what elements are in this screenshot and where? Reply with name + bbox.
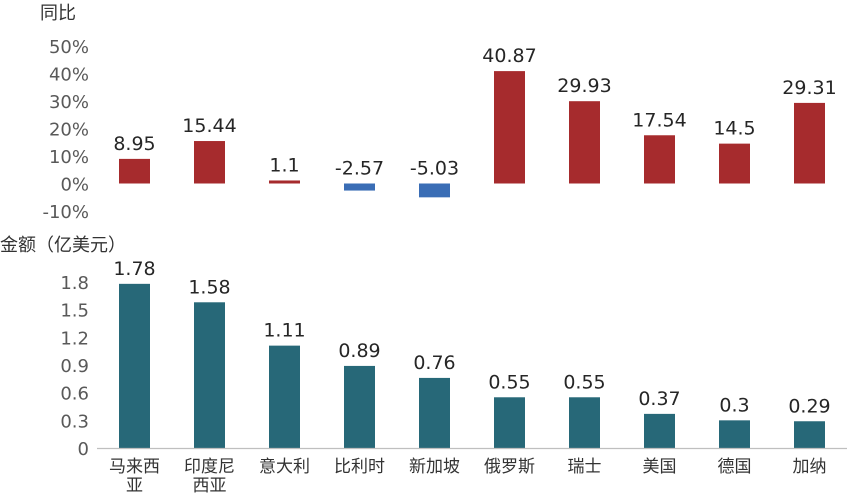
bottom-y-tick-label: 1.5 <box>60 301 89 322</box>
bottom-value-label: 0.89 <box>338 340 380 362</box>
x-category-label-line: 比利时 <box>334 457 385 477</box>
top-bar <box>119 158 150 184</box>
top-value-label: 15.44 <box>182 115 236 137</box>
top-bar <box>794 102 825 184</box>
top-value-label: 29.31 <box>782 77 836 99</box>
top-y-tick-label: 30% <box>49 92 89 113</box>
bottom-value-label: 0.55 <box>563 371 605 393</box>
bottom-bar <box>269 345 300 448</box>
x-category-label-line: 西亚 <box>193 476 227 493</box>
top-y-tick-label: 20% <box>49 120 89 141</box>
x-category-label: 瑞士 <box>568 457 602 477</box>
bottom-bar <box>794 421 825 448</box>
top-bar <box>494 71 525 184</box>
x-category-label-line: 加纳 <box>793 457 827 477</box>
top-value-label: -2.57 <box>335 158 384 180</box>
bottom-value-label: 0.3 <box>719 394 749 416</box>
x-category-label-line: 德国 <box>718 457 752 477</box>
top-y-tick-label: 40% <box>49 65 89 86</box>
top-value-label: 1.1 <box>269 154 299 176</box>
bottom-value-label: 1.58 <box>188 276 230 298</box>
top-bar <box>719 143 750 184</box>
x-category-label: 比利时 <box>334 457 385 477</box>
top-y-tick-label: 50% <box>49 37 89 58</box>
x-category-label-line: 俄罗斯 <box>484 457 535 477</box>
top-bars <box>119 71 825 198</box>
top-bar <box>194 141 225 184</box>
top-y-tick-label: -10% <box>42 202 89 223</box>
x-category-label: 加纳 <box>793 457 827 477</box>
bottom-bar <box>119 283 150 448</box>
x-category-label-line: 瑞士 <box>568 457 602 477</box>
x-category-label-line: 意大利 <box>259 457 310 477</box>
bottom-bar <box>344 365 375 448</box>
top-value-label: 40.87 <box>482 45 536 67</box>
bottom-y-tick-label: 0.9 <box>60 356 89 377</box>
top-y-tick-label: 0% <box>60 175 89 196</box>
x-category-label-line: 新加坡 <box>409 457 460 477</box>
bottom-value-label: 1.78 <box>113 258 155 280</box>
bottom-value-label: 0.76 <box>413 352 455 374</box>
top-value-labels: 8.95 15.44 1.1 -2.57 -5.03 40.87 29.93 17.54 14.… <box>113 45 836 179</box>
x-category-label-line: 印度尼 <box>184 457 235 477</box>
bottom-bars <box>119 283 825 448</box>
top-value-label: 17.54 <box>632 109 686 131</box>
bottom-bar <box>644 413 675 448</box>
bottom-y-tick-label: 1.2 <box>60 328 89 349</box>
bottom-value-label: 0.55 <box>488 371 530 393</box>
bottom-bar <box>194 302 225 448</box>
x-category-label: 美国 <box>643 457 677 477</box>
bottom-bar <box>494 397 525 448</box>
bottom-y-axis-ticks: 0 0.3 0.6 0.9 1.2 1.5 1.8 <box>60 273 89 460</box>
bottom-y-tick-label: 0 <box>78 439 89 460</box>
x-category-label: 意大利 <box>259 457 310 477</box>
x-category-label: 德国 <box>718 457 752 477</box>
top-bar <box>569 101 600 184</box>
top-bar <box>644 135 675 184</box>
bottom-value-labels: 1.78 1.58 1.11 0.89 0.76 0.55 0.55 0.37 0.3 0.29 <box>113 258 830 417</box>
x-category-label: 俄罗斯 <box>484 457 535 477</box>
bottom-value-label: 1.11 <box>263 320 305 342</box>
bottom-value-label: 0.37 <box>638 388 680 410</box>
top-bar <box>419 183 450 198</box>
bottom-bar <box>719 420 750 448</box>
bottom-y-tick-label: 0.6 <box>60 384 89 405</box>
top-value-label: 14.5 <box>713 118 755 140</box>
x-category-label-line: 美国 <box>643 457 677 477</box>
bottom-y-tick-label: 1.8 <box>60 273 89 294</box>
bottom-y-tick-label: 0.3 <box>60 411 89 432</box>
top-value-label: 29.93 <box>557 75 611 97</box>
bottom-bar <box>419 377 450 448</box>
bottom-y-axis-title: 金额（亿美元） <box>0 235 126 256</box>
x-category-label-line: 马来西 <box>109 457 160 477</box>
top-y-axis-title: 同比 <box>40 3 76 24</box>
top-value-label: -5.03 <box>410 158 459 180</box>
top-y-axis-ticks: -10% 0% 10% 20% 30% 40% 50% <box>42 37 89 223</box>
x-category-label: 印度尼西亚 <box>184 457 235 493</box>
top-value-label: 8.95 <box>113 133 155 155</box>
top-bar <box>269 180 300 184</box>
x-category-label: 新加坡 <box>409 457 460 477</box>
bottom-bar <box>569 397 600 448</box>
top-bar <box>344 183 375 191</box>
bottom-value-label: 0.29 <box>788 395 830 417</box>
x-category-label-line: 亚 <box>126 476 143 493</box>
top-y-tick-label: 10% <box>49 147 89 168</box>
x-category-label: 马来西亚 <box>109 457 160 493</box>
